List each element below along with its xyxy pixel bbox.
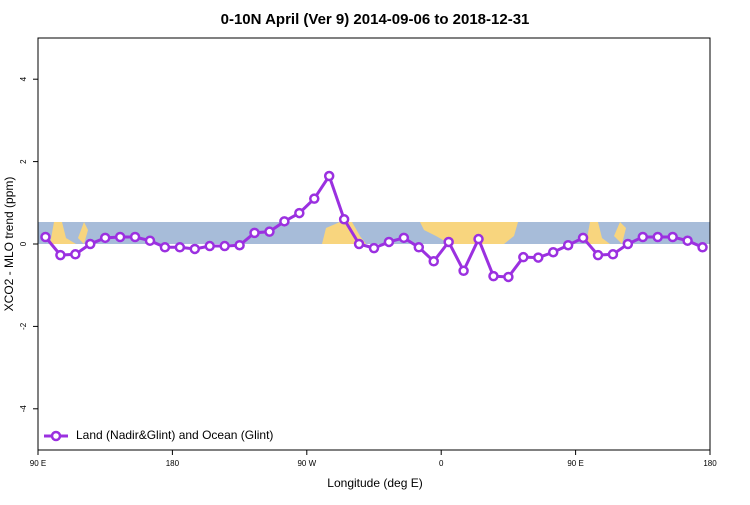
x-tick-label: 180	[166, 459, 180, 468]
ocean-band	[38, 222, 710, 244]
x-tick-label: 90 E	[567, 459, 583, 468]
point	[129, 231, 141, 243]
point	[383, 236, 395, 248]
point	[398, 232, 410, 244]
point	[85, 238, 96, 250]
x-tick-label: 90 W	[297, 459, 316, 468]
point	[503, 271, 514, 283]
point	[518, 251, 529, 263]
point	[652, 231, 663, 243]
point	[279, 216, 290, 227]
point	[174, 242, 186, 253]
y-tick-label: 2	[19, 159, 28, 164]
point	[189, 243, 201, 255]
point	[70, 249, 81, 260]
point	[697, 242, 708, 253]
y-tick-label: 0	[19, 241, 28, 246]
point	[219, 240, 230, 252]
point	[577, 232, 589, 244]
point	[323, 170, 335, 182]
land	[50, 222, 88, 244]
y-tick-label: 4	[19, 76, 28, 81]
point	[547, 246, 559, 258]
point	[55, 249, 66, 261]
x-tick-label: 90 E	[30, 459, 46, 468]
point	[592, 249, 604, 261]
x-tick-label: 0	[439, 459, 444, 468]
point	[353, 238, 365, 250]
point	[40, 231, 51, 243]
y-tick-label: -4	[19, 405, 28, 413]
x-tick-label: 180	[703, 459, 717, 468]
point	[264, 226, 275, 237]
legend-label: Land (Nadir&Glint) and Ocean (Glint)	[76, 428, 273, 442]
point	[99, 232, 111, 244]
point	[667, 231, 678, 243]
point	[473, 233, 484, 245]
point	[488, 270, 499, 282]
point	[682, 235, 693, 246]
point	[607, 249, 619, 260]
point	[443, 236, 454, 248]
point	[562, 239, 574, 251]
y-axis-label: XCO2 - MLO trend (ppm)	[2, 177, 16, 312]
y-tick-label: -2	[19, 322, 28, 330]
point	[338, 214, 350, 225]
point	[428, 256, 439, 267]
point	[368, 242, 380, 254]
chart-title: 0-10N April (Ver 9) 2014-09-06 to 2018-1…	[221, 11, 530, 28]
point	[458, 265, 469, 277]
land	[420, 222, 518, 244]
point	[309, 193, 320, 204]
map-band	[38, 222, 710, 244]
point	[234, 239, 245, 251]
legend-marker	[50, 430, 62, 442]
point	[204, 240, 215, 252]
point	[144, 235, 156, 246]
point	[533, 252, 544, 263]
point	[114, 231, 126, 243]
point	[413, 242, 425, 253]
point	[159, 242, 171, 253]
point	[249, 227, 260, 239]
x-axis-label: Longitude (deg E)	[327, 476, 422, 490]
point	[622, 238, 634, 250]
point	[294, 207, 305, 219]
point	[637, 231, 649, 243]
land	[586, 222, 626, 244]
